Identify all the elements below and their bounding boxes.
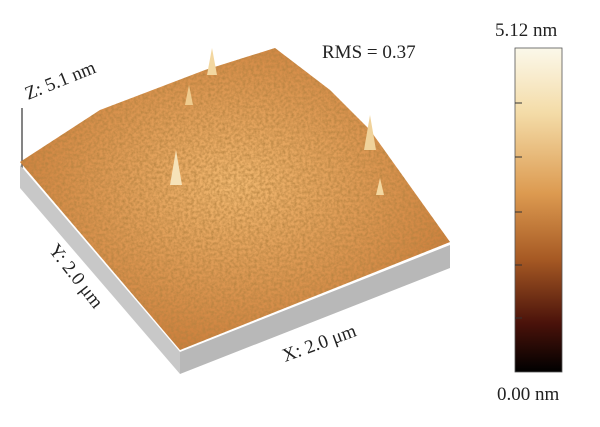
surface-texture <box>20 48 450 350</box>
colorbar-gradient <box>514 47 563 373</box>
z-label: Z: 5.1 nm <box>22 57 99 104</box>
spike <box>376 178 384 195</box>
rms-label: RMS = 0.37 <box>322 42 416 63</box>
left-wall <box>20 165 180 374</box>
surface <box>20 48 450 374</box>
spike <box>364 115 376 150</box>
colorbar-min-label: 0.00 nm <box>497 384 560 405</box>
colorbar-max-label: 5.12 nm <box>495 20 558 41</box>
colorbar <box>514 47 563 373</box>
spike <box>185 85 193 105</box>
spike <box>170 150 182 185</box>
front-wall <box>180 245 450 374</box>
spike <box>207 48 217 75</box>
